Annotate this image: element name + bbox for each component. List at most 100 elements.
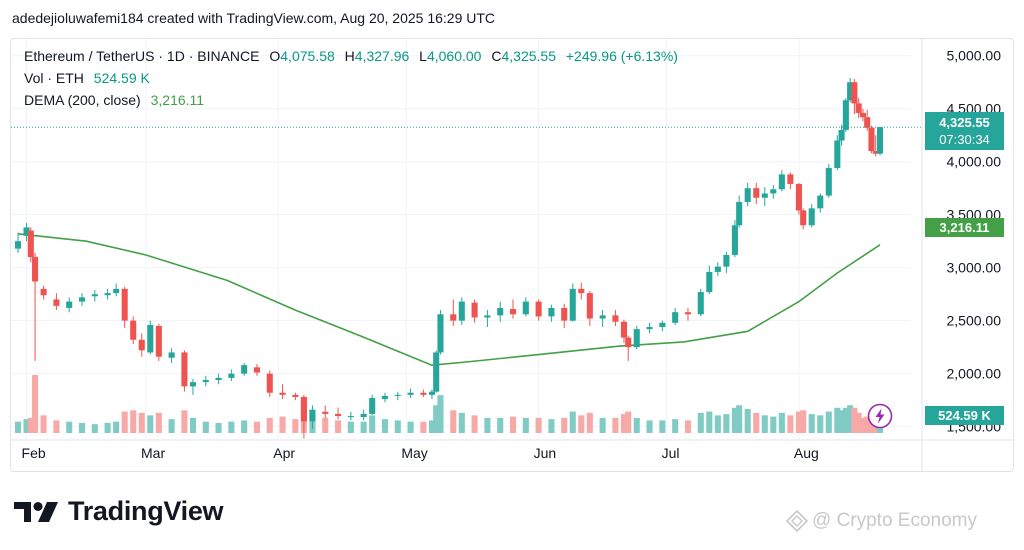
candle-body: [625, 337, 632, 348]
x-tick-label: Jun: [534, 445, 557, 461]
x-tick-label: Mar: [141, 445, 165, 461]
legend-volume-label[interactable]: Vol · ETH: [24, 70, 84, 86]
legend-ma-label[interactable]: DEMA (200, close): [24, 92, 141, 108]
candle-body: [847, 82, 854, 101]
y-tick-label: 5,000.00: [947, 48, 1002, 64]
candle-body: [578, 288, 585, 294]
x-tick-label: Apr: [273, 445, 295, 461]
candle-body: [155, 325, 162, 357]
volume-bar: [684, 420, 692, 433]
volume-bar: [32, 375, 39, 433]
candle-body: [14, 241, 22, 249]
candle-body: [808, 208, 815, 226]
candle-body: [450, 314, 457, 321]
candle-body: [292, 394, 299, 397]
volume-bar: [864, 416, 871, 433]
legend-high-label: H: [344, 48, 355, 64]
candle-body: [842, 100, 849, 130]
volume-bar: [215, 422, 222, 433]
candle-body: [509, 309, 517, 315]
candle-body: [433, 352, 440, 392]
volume-bar: [104, 422, 111, 433]
volume-bar: [147, 415, 154, 433]
candle-body: [420, 392, 427, 395]
candle-body: [800, 210, 807, 226]
last-price-value: 4,325.55: [939, 115, 990, 130]
volume-bar: [407, 421, 414, 433]
candle-body: [569, 288, 576, 321]
candle-body: [335, 413, 342, 417]
x-tick-label: Jul: [662, 445, 680, 461]
volume-bar: [253, 421, 261, 433]
volume-bar: [770, 416, 777, 433]
legend-volume-row: Vol · ETH 524.59 K: [24, 70, 150, 86]
volume-bar: [787, 415, 794, 433]
volume-bar: [369, 415, 376, 433]
volume-bar: [322, 417, 329, 433]
candle-body: [599, 315, 606, 319]
y-tick-label: 2,000.00: [947, 366, 1002, 382]
legend-open: 4,075.58: [280, 48, 335, 64]
candle-body: [633, 329, 640, 348]
candle-body: [851, 82, 858, 104]
candle-body: [731, 225, 738, 255]
price-chart[interactable]: 1,500.002,000.002,500.003,000.003,500.00…: [11, 39, 1013, 471]
volume-bar: [825, 411, 832, 433]
volume-bar: [561, 417, 568, 433]
candle-body: [838, 129, 845, 141]
candle-body: [394, 394, 401, 396]
volume-bar: [646, 420, 653, 433]
tradingview-logo[interactable]: TradingView: [14, 496, 224, 527]
volume-bar: [569, 411, 576, 433]
chart-frame: 1,500.00 2,000.00 2,500.00 3,000.00 3,500.00…: [10, 38, 1014, 472]
legend-ma-row: DEMA (200, close) 3,216.11: [24, 92, 204, 108]
candle-body: [706, 271, 713, 293]
candle-body: [859, 112, 866, 118]
volume-bar: [66, 421, 73, 433]
volume-bar: [842, 407, 849, 433]
candle-body: [620, 321, 627, 338]
volume-bar: [91, 424, 98, 433]
volume-bar: [599, 417, 606, 433]
candle-body: [817, 195, 824, 209]
candle-body: [437, 314, 444, 353]
legend-low-label: L: [419, 48, 427, 64]
candle-body: [471, 302, 478, 318]
bar-countdown: 07:30:34: [939, 132, 990, 147]
volume-bar: [800, 410, 807, 433]
candle-body: [672, 312, 679, 323]
legend-symbol[interactable]: Ethereum / TetherUS · 1D · BINANCE: [24, 48, 260, 64]
y-tick-label: 3,000.00: [947, 260, 1002, 276]
candle-body: [168, 352, 175, 358]
x-tick-label: Aug: [794, 445, 819, 461]
volume-bar: [578, 415, 585, 433]
volume-bar: [241, 420, 248, 433]
candle-body: [868, 127, 875, 152]
legend-open-label: O: [269, 48, 281, 64]
candle-body: [646, 327, 653, 330]
volume-bar: [420, 421, 427, 433]
candle-body: [825, 168, 832, 196]
candle-body: [138, 339, 145, 351]
volume-bar: [113, 421, 120, 433]
volume-bar: [433, 405, 440, 433]
volume-bar: [428, 420, 435, 433]
candle-body: [202, 380, 209, 383]
lightning-icon[interactable]: [867, 403, 893, 429]
candle-body: [309, 409, 316, 422]
candle-body: [32, 257, 39, 282]
volume-badge: 524.59 K: [925, 406, 1004, 425]
candle-body: [684, 312, 692, 315]
volume-bar: [450, 410, 457, 433]
legend-volume-value: 524.59 K: [93, 70, 150, 86]
candle-body: [91, 294, 98, 297]
volume-bar: [155, 412, 162, 433]
candle-body: [659, 322, 666, 328]
diamond-icon: [786, 510, 808, 532]
candle-body: [147, 324, 154, 353]
candle-body: [241, 365, 248, 374]
legend-low: 4,060.00: [426, 48, 482, 64]
volume-bar: [279, 416, 286, 433]
legend-close: 4,325.55: [501, 48, 556, 64]
candle-body: [855, 103, 862, 113]
